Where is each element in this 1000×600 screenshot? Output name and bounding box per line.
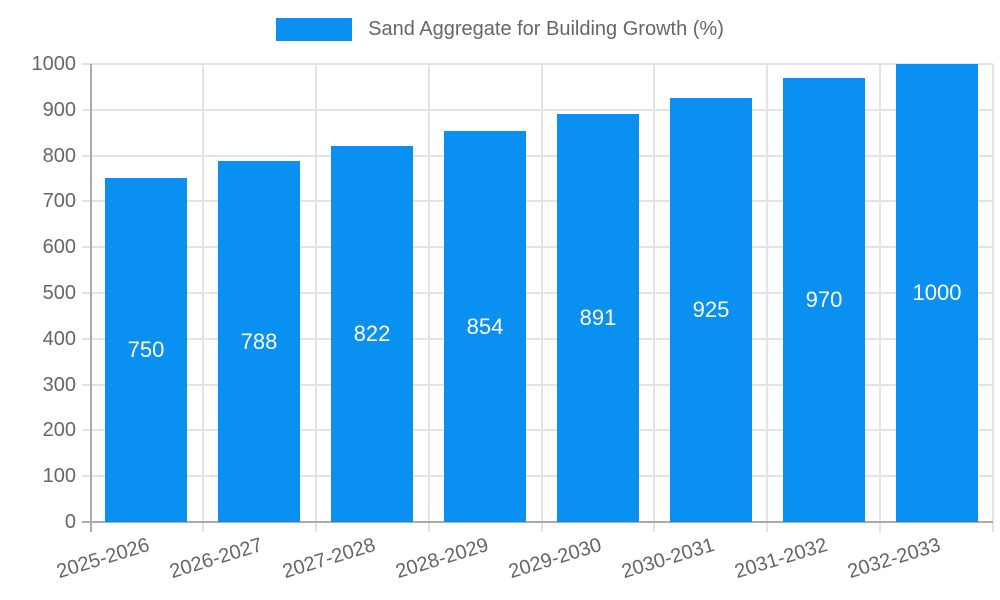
y-tick-label: 700 — [42, 190, 76, 212]
x-axis-line — [82, 521, 993, 523]
bar[interactable]: 750 — [105, 178, 187, 522]
legend-label: Sand Aggregate for Building Growth (%) — [368, 18, 724, 40]
gridline-vertical — [879, 64, 881, 532]
bar-value-label: 822 — [353, 321, 391, 346]
bar-value-label: 750 — [127, 337, 165, 362]
gridline-horizontal — [82, 384, 993, 386]
y-tick-label: 200 — [42, 419, 76, 441]
x-tick-label: 2029-2030 — [506, 534, 605, 584]
bar[interactable]: 925 — [670, 98, 752, 522]
gridline-vertical — [992, 64, 994, 532]
gridline-vertical — [653, 64, 655, 532]
y-tick-label: 400 — [42, 328, 76, 350]
bar-value-label: 891 — [579, 305, 617, 330]
gridline-vertical — [541, 64, 543, 532]
legend-item[interactable]: Sand Aggregate for Building Growth (%) — [0, 18, 1000, 41]
bar[interactable]: 822 — [331, 146, 413, 522]
y-tick-label: 600 — [42, 236, 76, 258]
gridline-horizontal — [82, 63, 993, 65]
gridline-horizontal — [82, 246, 993, 248]
gridline-horizontal — [82, 109, 993, 111]
gridline-vertical — [202, 64, 204, 532]
bar[interactable]: 854 — [444, 131, 526, 522]
gridline-horizontal — [82, 475, 993, 477]
gridline-horizontal — [82, 338, 993, 340]
y-tick-label: 900 — [42, 99, 76, 121]
x-tick-label: 2030-2031 — [619, 534, 718, 584]
x-tick-label: 2031-2032 — [732, 534, 831, 584]
gridline-horizontal — [82, 429, 993, 431]
x-tick-label: 2027-2028 — [280, 534, 379, 584]
bar[interactable]: 1000 — [896, 64, 978, 522]
y-tick-label: 1000 — [31, 53, 77, 75]
plot-area: 750 788 822 854 891 925 970 1000 — [82, 63, 994, 532]
y-axis-line — [90, 64, 92, 532]
gridline-vertical — [766, 64, 768, 532]
gridline-vertical — [428, 64, 430, 532]
bar[interactable]: 891 — [557, 114, 639, 522]
x-tick-label: 2028-2029 — [393, 534, 492, 584]
gridline-horizontal — [82, 292, 993, 294]
bar-value-label: 1000 — [912, 280, 962, 305]
y-tick-label: 0 — [64, 511, 76, 533]
gridline-horizontal — [82, 200, 993, 202]
y-tick-label: 300 — [42, 374, 76, 396]
legend-swatch-icon — [276, 18, 353, 41]
y-tick-label: 100 — [42, 465, 76, 487]
bar-value-label: 925 — [692, 297, 730, 322]
x-tick-label: 2025-2026 — [54, 534, 153, 584]
bar-value-label: 854 — [466, 313, 504, 339]
x-tick-label: 2026-2027 — [167, 534, 266, 584]
y-tick-label: 500 — [42, 282, 76, 304]
bar-value-label: 970 — [805, 287, 843, 312]
gridline-vertical — [315, 64, 317, 532]
y-tick-label: 800 — [42, 145, 76, 167]
gridline-horizontal — [82, 155, 993, 157]
bar[interactable]: 970 — [783, 78, 865, 522]
bar-value-label: 788 — [240, 328, 278, 354]
x-tick-label: 2032-2033 — [845, 534, 944, 584]
bar[interactable]: 788 — [218, 161, 300, 522]
